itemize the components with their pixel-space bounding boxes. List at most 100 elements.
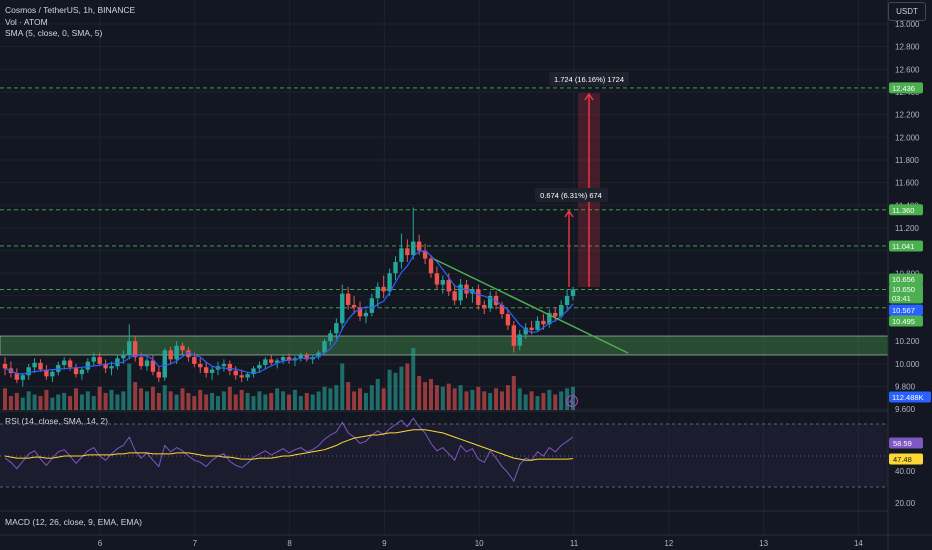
volume-bar [150, 386, 155, 410]
candle-body [26, 367, 31, 376]
symbol-title[interactable]: Cosmos / TetherUS, 1h, BINANCE [5, 5, 136, 15]
candle-body [44, 369, 49, 377]
volume-bar [74, 388, 78, 410]
price-tick-label: 9.600 [895, 405, 916, 414]
volume-bar [251, 396, 256, 410]
time-axis[interactable]: 6 7 8 9 10 11 12 13 14 [98, 539, 864, 548]
candle-body [458, 284, 463, 301]
volume-bar [145, 391, 149, 410]
volume-legend[interactable]: Vol · ATOM [5, 17, 48, 27]
candle-body [505, 314, 511, 326]
volume-bar [298, 396, 303, 410]
volume-bar [26, 391, 31, 410]
candle-body [387, 273, 392, 292]
volume-bars [3, 348, 575, 410]
price-badge-label: 12.436 [892, 84, 915, 93]
volume-bar [227, 386, 232, 410]
volume-bar [541, 392, 546, 410]
volume-bar [363, 392, 368, 410]
volume-bar [505, 385, 510, 410]
volume-bar [352, 391, 357, 410]
candle-body [434, 273, 440, 285]
volume-bar [91, 396, 96, 410]
candle-body [38, 362, 43, 370]
macd-legend[interactable]: MACD (12, 26, close, 9, EMA, EMA) [5, 517, 142, 527]
trendline[interactable] [433, 258, 629, 354]
price-badge [889, 391, 931, 403]
volume-bar [417, 375, 422, 410]
volume-bar [358, 388, 362, 410]
volume-bar [411, 348, 416, 410]
volume-bar [547, 389, 552, 410]
volume-bar [529, 391, 534, 410]
volume-bar [346, 382, 351, 410]
candle-body [541, 320, 546, 325]
candle-body [547, 312, 552, 325]
volume-bar [204, 394, 209, 410]
volume-bar [174, 394, 179, 410]
currency-button[interactable]: USDT [888, 2, 926, 21]
volume-bar [257, 391, 262, 410]
candle-body [109, 366, 114, 369]
price-badge-label: 10.656 [892, 275, 915, 284]
candle-body [298, 354, 304, 359]
candle-body [316, 352, 321, 358]
price-tick-label: 10.000 [895, 360, 920, 369]
volume-bar [44, 389, 49, 410]
volume-bar [511, 375, 516, 410]
candle-body [399, 248, 404, 262]
volume-bar [464, 391, 469, 410]
rsi-legend[interactable]: RSI (14, close, SMA, 14, 2) [5, 416, 108, 426]
price-tick-label: 11.800 [895, 156, 919, 165]
candle-body [269, 359, 274, 363]
candle-body [570, 289, 576, 296]
candle-body [558, 304, 564, 317]
candle-body [340, 293, 345, 324]
candle-body [304, 354, 309, 360]
candle-body [345, 293, 351, 305]
sma-legend[interactable]: SMA (5, close, 0, SMA, 5) [5, 28, 103, 38]
candle-body [127, 341, 132, 355]
time-tick-label: 11 [570, 539, 579, 548]
price-badge-label: 11.360 [892, 206, 914, 215]
candle-body [227, 363, 233, 371]
volume-bar [8, 396, 13, 410]
measure-large-label: 1.724 (16.16%) 1724 [554, 75, 624, 84]
candle-body [375, 286, 380, 299]
candle-body [535, 320, 540, 330]
volume-bar [399, 366, 404, 410]
volume-bar [446, 383, 451, 410]
volume-bar [233, 394, 238, 410]
candle-body [482, 304, 487, 309]
volume-bar [127, 363, 132, 410]
price-tick-label: 12.200 [895, 111, 920, 120]
candle-body [280, 357, 286, 361]
volume-bar [328, 388, 333, 410]
price-badge-label: 10.650 [892, 285, 915, 294]
volume-bar [304, 392, 309, 410]
volume-bar [198, 389, 203, 410]
candle-body [464, 284, 469, 294]
volume-bar [440, 386, 445, 410]
time-tick-label: 13 [759, 539, 768, 548]
candle-body [446, 280, 451, 292]
candle-body [251, 368, 256, 375]
volume-bar [517, 388, 522, 410]
candle-body [144, 360, 150, 367]
measure-small-label: 0.674 (6.31%) 674 [540, 191, 602, 200]
candle-body [203, 367, 209, 373]
volume-bar [500, 391, 504, 410]
horizontal-levels [0, 87, 888, 309]
candle-body [334, 323, 339, 334]
candle-body [2, 363, 8, 369]
candle-body [186, 350, 191, 358]
candle-body [50, 371, 55, 377]
volume-bar [287, 394, 291, 410]
candle-body [121, 354, 126, 359]
price-badge [889, 304, 923, 316]
lightning-icon[interactable] [566, 395, 578, 407]
time-tick-label: 9 [382, 539, 387, 548]
price-badge-label: 11.041 [892, 242, 914, 251]
volume-bar [523, 394, 528, 410]
